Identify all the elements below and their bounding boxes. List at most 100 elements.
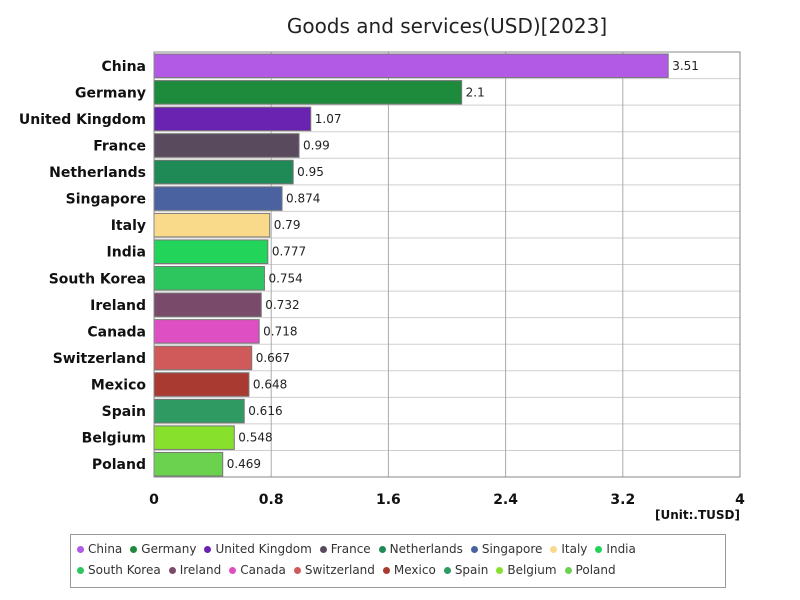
category-label: Netherlands: [49, 165, 146, 181]
category-label: Mexico: [91, 378, 147, 394]
x-tick-label: 0: [149, 492, 159, 508]
legend-label: Spain: [454, 563, 489, 577]
category-label: China: [102, 59, 146, 75]
bar-switzerland: [153, 345, 253, 371]
category-labels: China Germany United Kingdom France Netherla…: [19, 59, 146, 473]
legend-item: France: [319, 541, 371, 557]
legend-label: Netherlands: [389, 542, 463, 556]
legend-item: Switzerland: [293, 562, 375, 578]
value-label: 0.777: [272, 245, 306, 259]
category-label: France: [93, 138, 146, 154]
legend-label: Canada: [240, 563, 286, 577]
value-label: 0.469: [227, 457, 261, 471]
value-label: 2.1: [466, 85, 485, 99]
value-label: 3.51: [672, 59, 699, 73]
value-label: 0.718: [263, 324, 297, 338]
legend-swatch: [378, 545, 386, 553]
value-label: 0.648: [253, 378, 287, 392]
legend-item: South Korea: [77, 562, 161, 578]
bar-spain: [153, 398, 245, 424]
x-tick-label: 3.2: [610, 492, 635, 508]
legend-item: Italy: [550, 541, 587, 557]
legend-swatch: [470, 545, 478, 553]
value-label: 0.732: [265, 298, 299, 312]
x-tick-label: 1.6: [376, 492, 401, 508]
value-label: 0.99: [303, 138, 330, 152]
value-label: 0.667: [256, 351, 290, 365]
category-label: Poland: [92, 457, 146, 473]
legend-item: Ireland: [168, 562, 222, 578]
legend-item: India: [595, 541, 636, 557]
legend-swatch: [595, 545, 603, 553]
category-label: Canada: [87, 324, 146, 340]
legend-item: China: [77, 541, 122, 557]
legend-item: Spain: [443, 562, 489, 578]
legend-swatch: [319, 545, 327, 553]
legend-item: Netherlands: [378, 541, 463, 557]
legend-swatch: [204, 545, 212, 553]
legend-swatch: [130, 545, 138, 553]
bar-united-kingdom: [153, 106, 312, 132]
category-label: Italy: [111, 218, 146, 234]
legend: China Germany United Kingdom France Netherla…: [70, 534, 726, 588]
bar-china: [153, 53, 669, 79]
bar-italy: [153, 212, 271, 238]
value-label: 0.79: [274, 218, 301, 232]
x-tick-label: 2.4: [493, 492, 518, 508]
value-label: 1.07: [315, 112, 342, 126]
legend-label: United Kingdom: [215, 542, 312, 556]
bar-south-korea: [153, 266, 265, 291]
value-label: 0.548: [238, 431, 272, 445]
legend-item: Belgium: [496, 562, 557, 578]
bar-canada: [153, 319, 260, 344]
legend-swatch: [293, 566, 301, 574]
legend-label: Ireland: [179, 563, 222, 577]
legend-label: South Korea: [88, 563, 161, 577]
category-label: Switzerland: [53, 351, 146, 367]
legend-label: Poland: [575, 563, 616, 577]
legend-label: Italy: [561, 542, 588, 556]
unit-label: [Unit:.TUSD]: [655, 508, 740, 522]
legend-swatch: [550, 545, 558, 553]
legend-label: France: [330, 542, 371, 556]
legend-swatch: [77, 545, 84, 553]
bar-netherlands: [153, 159, 294, 185]
legend-swatch: [382, 566, 390, 574]
legend-item: Poland: [564, 562, 616, 578]
bar-belgium: [153, 425, 235, 450]
value-label: 0.616: [248, 404, 282, 418]
category-label: South Korea: [49, 271, 146, 287]
category-label: India: [107, 245, 146, 261]
bar-chart: 3.51 2.1 1.07 0.99 0.95 0.874 0.79 0.777 0.754 0.…: [19, 51, 745, 508]
x-axis-tick-labels: 0 0.8 1.6 2.4 3.2 4: [149, 492, 745, 508]
legend-item: Canada: [229, 562, 286, 578]
bar-ireland: [153, 292, 262, 318]
legend-label: Singapore: [481, 542, 543, 556]
legend-item: Germany: [130, 541, 196, 557]
legend-label: China: [88, 542, 123, 556]
legend-label: India: [606, 542, 636, 556]
bar-singapore: [153, 186, 283, 211]
x-tick-label: 4: [735, 492, 745, 508]
legend-label: Mexico: [393, 563, 436, 577]
legend-swatch: [564, 566, 572, 574]
category-label: United Kingdom: [19, 112, 146, 128]
value-label: 0.874: [286, 192, 320, 206]
legend-label: Switzerland: [304, 563, 375, 577]
legend-item: United Kingdom: [204, 541, 312, 557]
legend-swatch: [496, 566, 504, 574]
legend-label: Belgium: [507, 563, 557, 577]
value-label: 0.95: [297, 165, 324, 179]
chart-title: Goods and services(USD)[2023]: [286, 14, 608, 38]
category-label: Spain: [102, 404, 146, 420]
category-label: Ireland: [90, 298, 146, 314]
legend-swatch: [168, 566, 176, 574]
plot-frame: [153, 51, 741, 478]
grid-lines: [154, 52, 740, 477]
bar-poland: [153, 451, 224, 477]
legend-label: Germany: [141, 542, 197, 556]
value-label: 0.754: [268, 271, 302, 285]
category-label: Germany: [75, 85, 146, 101]
legend-item: Singapore: [470, 541, 543, 557]
legend-swatch: [229, 566, 237, 574]
